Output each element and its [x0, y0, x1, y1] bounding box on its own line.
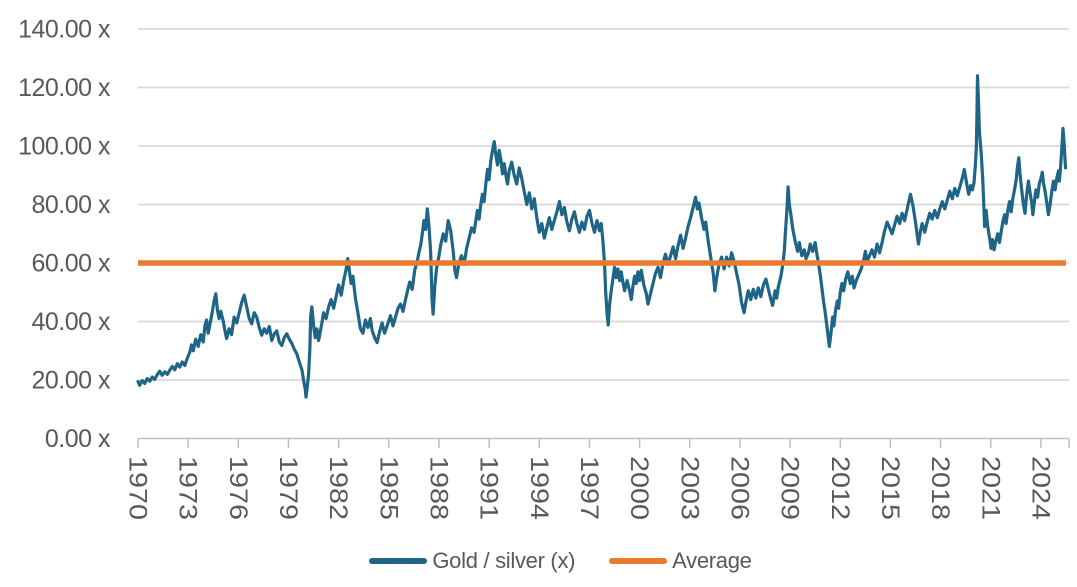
y-axis-tick-label: 20.00 x — [31, 367, 111, 395]
x-axis-tick-label: 2015 — [876, 456, 904, 520]
x-axis-tick-label: 2006 — [725, 456, 753, 520]
y-axis-tick-label: 80.00 x — [31, 191, 111, 219]
y-axis-tick-label: 100.00 x — [18, 133, 111, 161]
y-axis-tick-label: 60.00 x — [31, 250, 111, 278]
x-axis-tick-label: 1979 — [274, 456, 302, 520]
x-axis-tick-label: 1973 — [174, 456, 202, 520]
x-axis-tick-label: 1970 — [124, 456, 152, 520]
legend-label-average: Average — [672, 548, 752, 573]
average-line-swatch — [609, 558, 668, 564]
gold-silver-line-swatch — [369, 558, 428, 564]
chart-legend: Gold / silver (x) Average — [0, 548, 1077, 574]
x-axis-tick-label: 2000 — [625, 456, 653, 520]
x-axis-tick-label: 1994 — [525, 456, 553, 520]
legend-item-gold-silver: Gold / silver (x) — [369, 548, 575, 574]
gold-silver-line — [136, 74, 1068, 399]
x-axis-tick-label: 2024 — [1026, 456, 1054, 520]
x-axis-tick-label: 1982 — [324, 456, 352, 520]
x-axis-tick-label: 1997 — [575, 456, 603, 520]
x-axis-tick-label: 2012 — [826, 456, 854, 520]
x-axis-tick-label: 2018 — [926, 456, 954, 520]
legend-label-gold-silver: Gold / silver (x) — [432, 548, 576, 573]
x-axis-tick-label: 1976 — [224, 456, 252, 520]
y-axis-tick-label: 140.00 x — [18, 16, 111, 44]
x-axis-tick-label: 1991 — [475, 456, 503, 520]
x-axis-tick-label: 2009 — [776, 456, 804, 520]
x-axis-tick-label: 1988 — [424, 456, 452, 520]
legend-item-average: Average — [609, 548, 752, 574]
ratio-chart-plot: 0.00 x 20.00 x 40.00 x 60.00 x 80.00 x 100.00… — [18, 16, 1070, 520]
x-axis-tick-label: 1985 — [374, 456, 402, 520]
y-axis-tick-label: 0.00 x — [45, 425, 111, 453]
y-axis-tick-label: 120.00 x — [18, 74, 111, 102]
y-axis-tick-label: 40.00 x — [31, 308, 111, 336]
x-axis-tick-label: 2003 — [675, 456, 703, 520]
x-axis-tick-label: 2021 — [976, 456, 1004, 520]
